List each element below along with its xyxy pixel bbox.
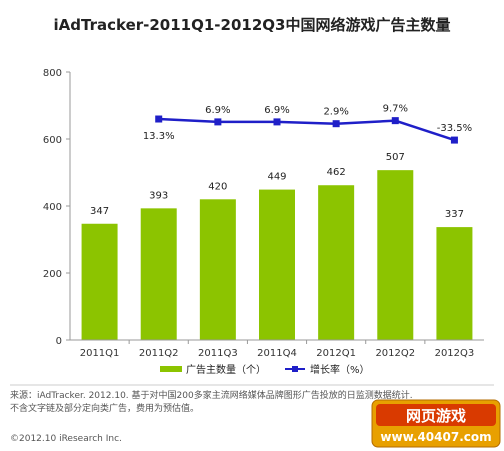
- y-tick-label: 200: [43, 269, 62, 280]
- footnote-line-2: 不含文字链及部分定向类广告，费用为预估值。: [10, 402, 199, 414]
- bar-value-label: 337: [445, 209, 464, 220]
- growth-value-label: 2.9%: [323, 107, 348, 118]
- x-tick-label: 2011Q4: [257, 348, 297, 359]
- copyright: ©2012.10 iResearch Inc.: [10, 434, 122, 444]
- growth-point: [450, 136, 458, 144]
- y-tick-label: 800: [43, 68, 62, 79]
- bar: [140, 208, 177, 340]
- bar-value-label: 462: [327, 167, 346, 178]
- x-tick-label: 2011Q1: [80, 348, 120, 359]
- watermark-text: 网页游戏: [406, 407, 466, 425]
- watermark-banner: [376, 404, 496, 426]
- legend: 广告主数量（个） 增长率（%）: [160, 363, 370, 376]
- growth-point: [214, 118, 222, 126]
- growth-point: [155, 115, 163, 123]
- watermark-logo: 网页游戏 www.40407.com: [371, 399, 501, 448]
- growth-value-label: 6.9%: [264, 105, 289, 116]
- x-tick-label: 2012Q1: [316, 348, 356, 359]
- growth-value-label: -33.5%: [437, 123, 472, 134]
- bar: [318, 185, 355, 340]
- bar-value-label: 449: [267, 172, 286, 183]
- bar-series: 347 393 420 449 462 507 337: [81, 152, 473, 340]
- legend-label-bars: 广告主数量（个）: [186, 363, 266, 376]
- watermark-url: www.40407.com: [380, 430, 491, 444]
- legend-label-line: 增长率（%）: [310, 363, 370, 376]
- x-axis: 2011Q1 2011Q2 2011Q3 2011Q4 2012Q1 2012Q2 2012…: [70, 339, 484, 359]
- growth-point: [273, 118, 281, 126]
- growth-point: [332, 120, 340, 128]
- legend-swatch-bars: [160, 366, 182, 372]
- bar: [377, 170, 414, 340]
- bar: [436, 227, 473, 340]
- bar-value-label: 420: [208, 181, 227, 192]
- growth-line-series: 13.3% 6.9% 6.9% 2.9% 9.7% -33.5%: [143, 104, 472, 144]
- bar-value-label: 507: [386, 152, 405, 163]
- x-tick-label: 2011Q3: [198, 348, 238, 359]
- bar-value-label: 347: [90, 206, 109, 217]
- chart-title: iAdTracker-2011Q1-2012Q3中国网络游戏广告主数量: [54, 16, 451, 34]
- bar: [81, 223, 118, 340]
- growth-point: [391, 117, 399, 125]
- footnote-line-1: 来源：iAdTracker. 2012.10. 基于对中国200多家主流网络媒体…: [10, 389, 413, 401]
- y-tick-label: 0: [56, 336, 62, 347]
- growth-value-label: 6.9%: [205, 105, 230, 116]
- growth-line: [158, 117, 455, 142]
- legend-swatch-marker: [292, 366, 298, 372]
- x-tick-label: 2012Q3: [435, 348, 475, 359]
- y-tick-label: 400: [43, 202, 62, 213]
- growth-value-label: 13.3%: [143, 131, 175, 142]
- bar: [259, 189, 295, 340]
- x-tick-label: 2011Q2: [139, 348, 179, 359]
- y-tick-label: 600: [43, 135, 62, 146]
- bar: [199, 199, 236, 340]
- y-axis: 0 200 400 600 800: [43, 68, 71, 347]
- bar-value-label: 393: [149, 190, 168, 201]
- x-tick-label: 2012Q2: [375, 348, 415, 359]
- growth-value-label: 9.7%: [383, 104, 408, 115]
